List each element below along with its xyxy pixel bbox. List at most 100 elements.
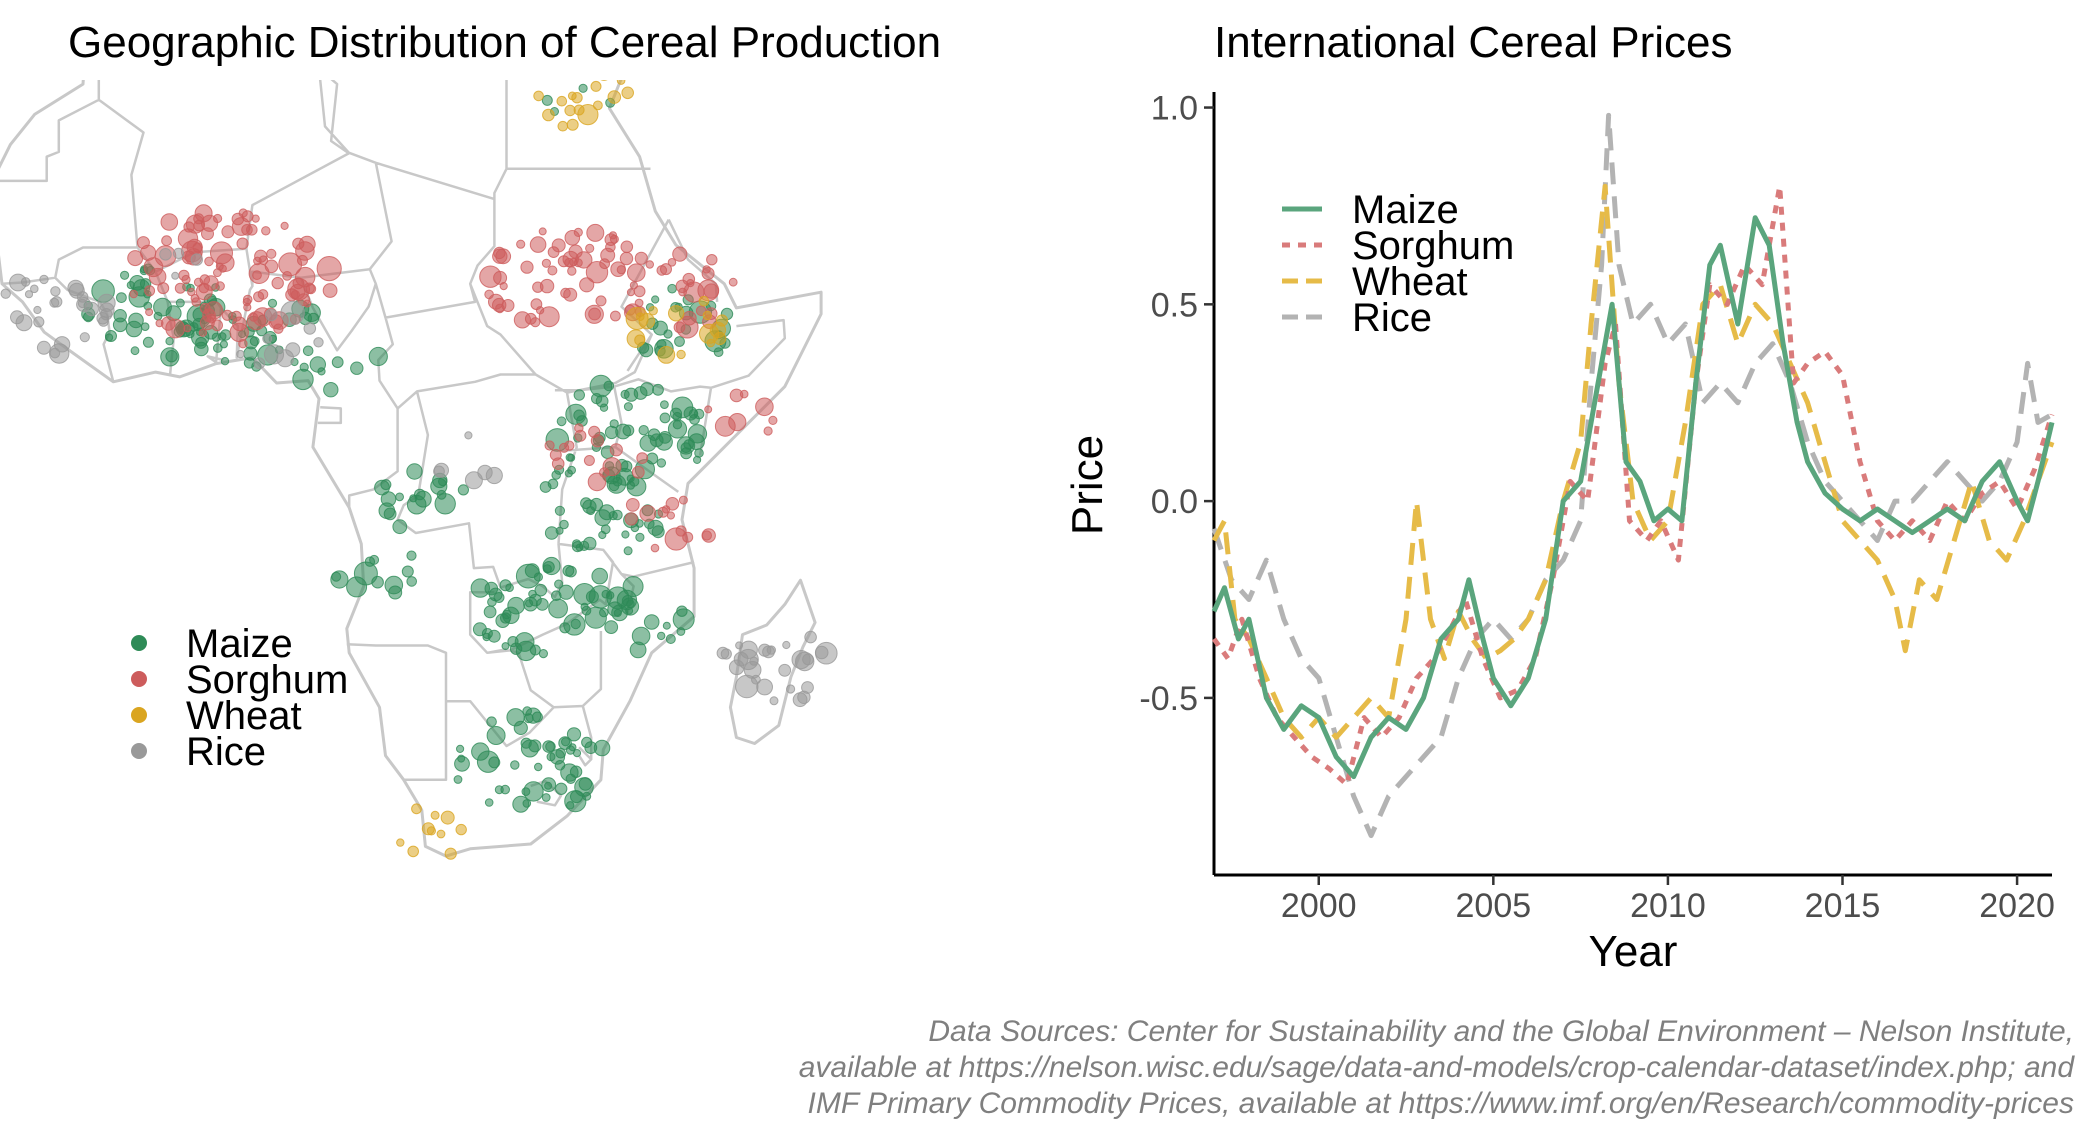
- production-dot-maize: [609, 512, 617, 520]
- y-tick-label: 0.0: [1151, 483, 1198, 521]
- x-tick-label: 2005: [1456, 887, 1532, 925]
- production-dot-maize: [555, 761, 565, 771]
- production-dot-sorghum: [584, 456, 594, 466]
- production-dot-maize: [514, 721, 527, 734]
- production-dot-sorghum: [521, 261, 533, 273]
- production-dot-sorghum: [162, 236, 172, 246]
- production-dot-wheat: [699, 296, 709, 306]
- production-dot-maize: [581, 498, 592, 509]
- production-dot-rice: [34, 306, 41, 313]
- production-dot-rice: [717, 647, 729, 659]
- production-dot-maize: [535, 763, 542, 770]
- production-dot-maize: [566, 404, 586, 424]
- production-dot-maize: [545, 527, 558, 540]
- production-dot-rice: [21, 278, 30, 287]
- map-legend-key-wheat: [131, 707, 147, 723]
- production-dot-maize: [617, 590, 636, 609]
- production-dot-sorghum: [596, 296, 606, 306]
- production-dot-wheat: [397, 839, 404, 846]
- production-dot-sorghum: [666, 498, 679, 511]
- production-dot-maize: [506, 584, 514, 592]
- map-legend-key-sorghum: [131, 671, 147, 687]
- production-dot-sorghum: [494, 271, 507, 284]
- production-dot-rice: [52, 297, 62, 307]
- production-dot-rice: [80, 333, 89, 342]
- footnote-line-3: IMF Primary Commodity Prices, available …: [374, 1086, 2074, 1122]
- production-dot-sorghum: [729, 278, 737, 286]
- production-dot-wheat: [408, 846, 419, 857]
- series-line-wheat: [1214, 186, 2052, 737]
- production-dot-sorghum: [764, 427, 772, 435]
- production-dot-rice: [304, 323, 316, 335]
- production-dot-sorghum: [610, 444, 622, 456]
- production-dot-sorghum: [540, 279, 553, 292]
- production-dot-maize: [653, 384, 664, 395]
- production-dot-sorghum: [548, 266, 557, 275]
- production-dot-sorghum: [531, 318, 540, 327]
- production-dot-maize: [143, 337, 153, 347]
- production-dot-sorghum: [530, 237, 546, 253]
- production-dot-maize: [657, 459, 665, 467]
- production-dot-wheat: [716, 315, 727, 326]
- production-dot-sorghum: [290, 284, 305, 299]
- production-dot-sorghum: [637, 453, 648, 464]
- production-dot-maize: [622, 531, 629, 538]
- production-dot-maize: [117, 293, 127, 303]
- production-dot-maize: [599, 531, 606, 538]
- production-dot-sorghum: [184, 325, 191, 332]
- production-dot-rice: [266, 309, 278, 321]
- data-sources-note: Data Sources: Center for Sustainability …: [374, 1014, 2074, 1122]
- production-dot-maize: [385, 576, 403, 594]
- production-dot-maize: [607, 475, 626, 494]
- production-dot-sorghum: [237, 238, 248, 249]
- production-dot-wheat: [591, 81, 601, 91]
- production-dot-sorghum: [627, 289, 634, 296]
- production-dots: [0, 80, 837, 859]
- production-dot-maize: [658, 632, 665, 639]
- production-dot-sorghum: [137, 237, 149, 249]
- production-dot-maize: [501, 785, 510, 794]
- production-dot-maize: [574, 390, 584, 400]
- production-dot-maize: [244, 358, 254, 368]
- production-dot-rice: [802, 682, 814, 694]
- production-dot-sorghum: [673, 247, 687, 261]
- production-dot-maize: [559, 737, 572, 750]
- production-dot-maize: [624, 403, 632, 411]
- production-dot-rice: [1, 289, 10, 298]
- production-dot-rice: [314, 338, 323, 347]
- production-dot-rice: [796, 652, 814, 670]
- production-dot-rice: [173, 248, 183, 258]
- production-dot-sorghum: [769, 416, 777, 424]
- production-dot-maize: [324, 383, 338, 397]
- production-dot-wheat: [412, 804, 422, 814]
- production-dot-maize: [595, 510, 611, 526]
- production-dot-maize: [365, 557, 374, 566]
- production-dot-sorghum: [494, 247, 505, 258]
- production-dot-sorghum: [665, 528, 687, 550]
- production-dot-maize: [552, 591, 562, 601]
- x-tick-label: 2010: [1630, 887, 1706, 925]
- production-dot-rice: [465, 472, 482, 489]
- production-dot-rice: [816, 642, 838, 664]
- production-dot-maize: [694, 409, 704, 419]
- production-dot-rice: [486, 467, 502, 483]
- y-tick-label: 0.5: [1151, 286, 1198, 324]
- production-dot-maize: [621, 390, 629, 398]
- x-tick-label: 2015: [1805, 887, 1881, 925]
- production-dot-maize: [166, 351, 177, 362]
- production-dot-maize: [303, 346, 313, 356]
- footnote-line-1: Data Sources: Center for Sustainability …: [374, 1014, 2074, 1050]
- y-tick-label: -0.5: [1139, 680, 1198, 718]
- production-dot-sorghum: [255, 250, 267, 262]
- production-dot-maize: [604, 381, 614, 391]
- production-dot-sorghum: [576, 252, 592, 268]
- production-dot-maize: [590, 498, 602, 510]
- production-dot-sorghum: [539, 228, 546, 235]
- production-dot-maize: [516, 641, 535, 660]
- production-dot-sorghum: [161, 214, 178, 231]
- production-dot-wheat: [608, 91, 621, 104]
- production-dot-wheat: [617, 80, 625, 84]
- production-dot-rice: [160, 249, 172, 261]
- production-dot-maize: [653, 321, 667, 335]
- production-dot-sorghum: [146, 309, 153, 316]
